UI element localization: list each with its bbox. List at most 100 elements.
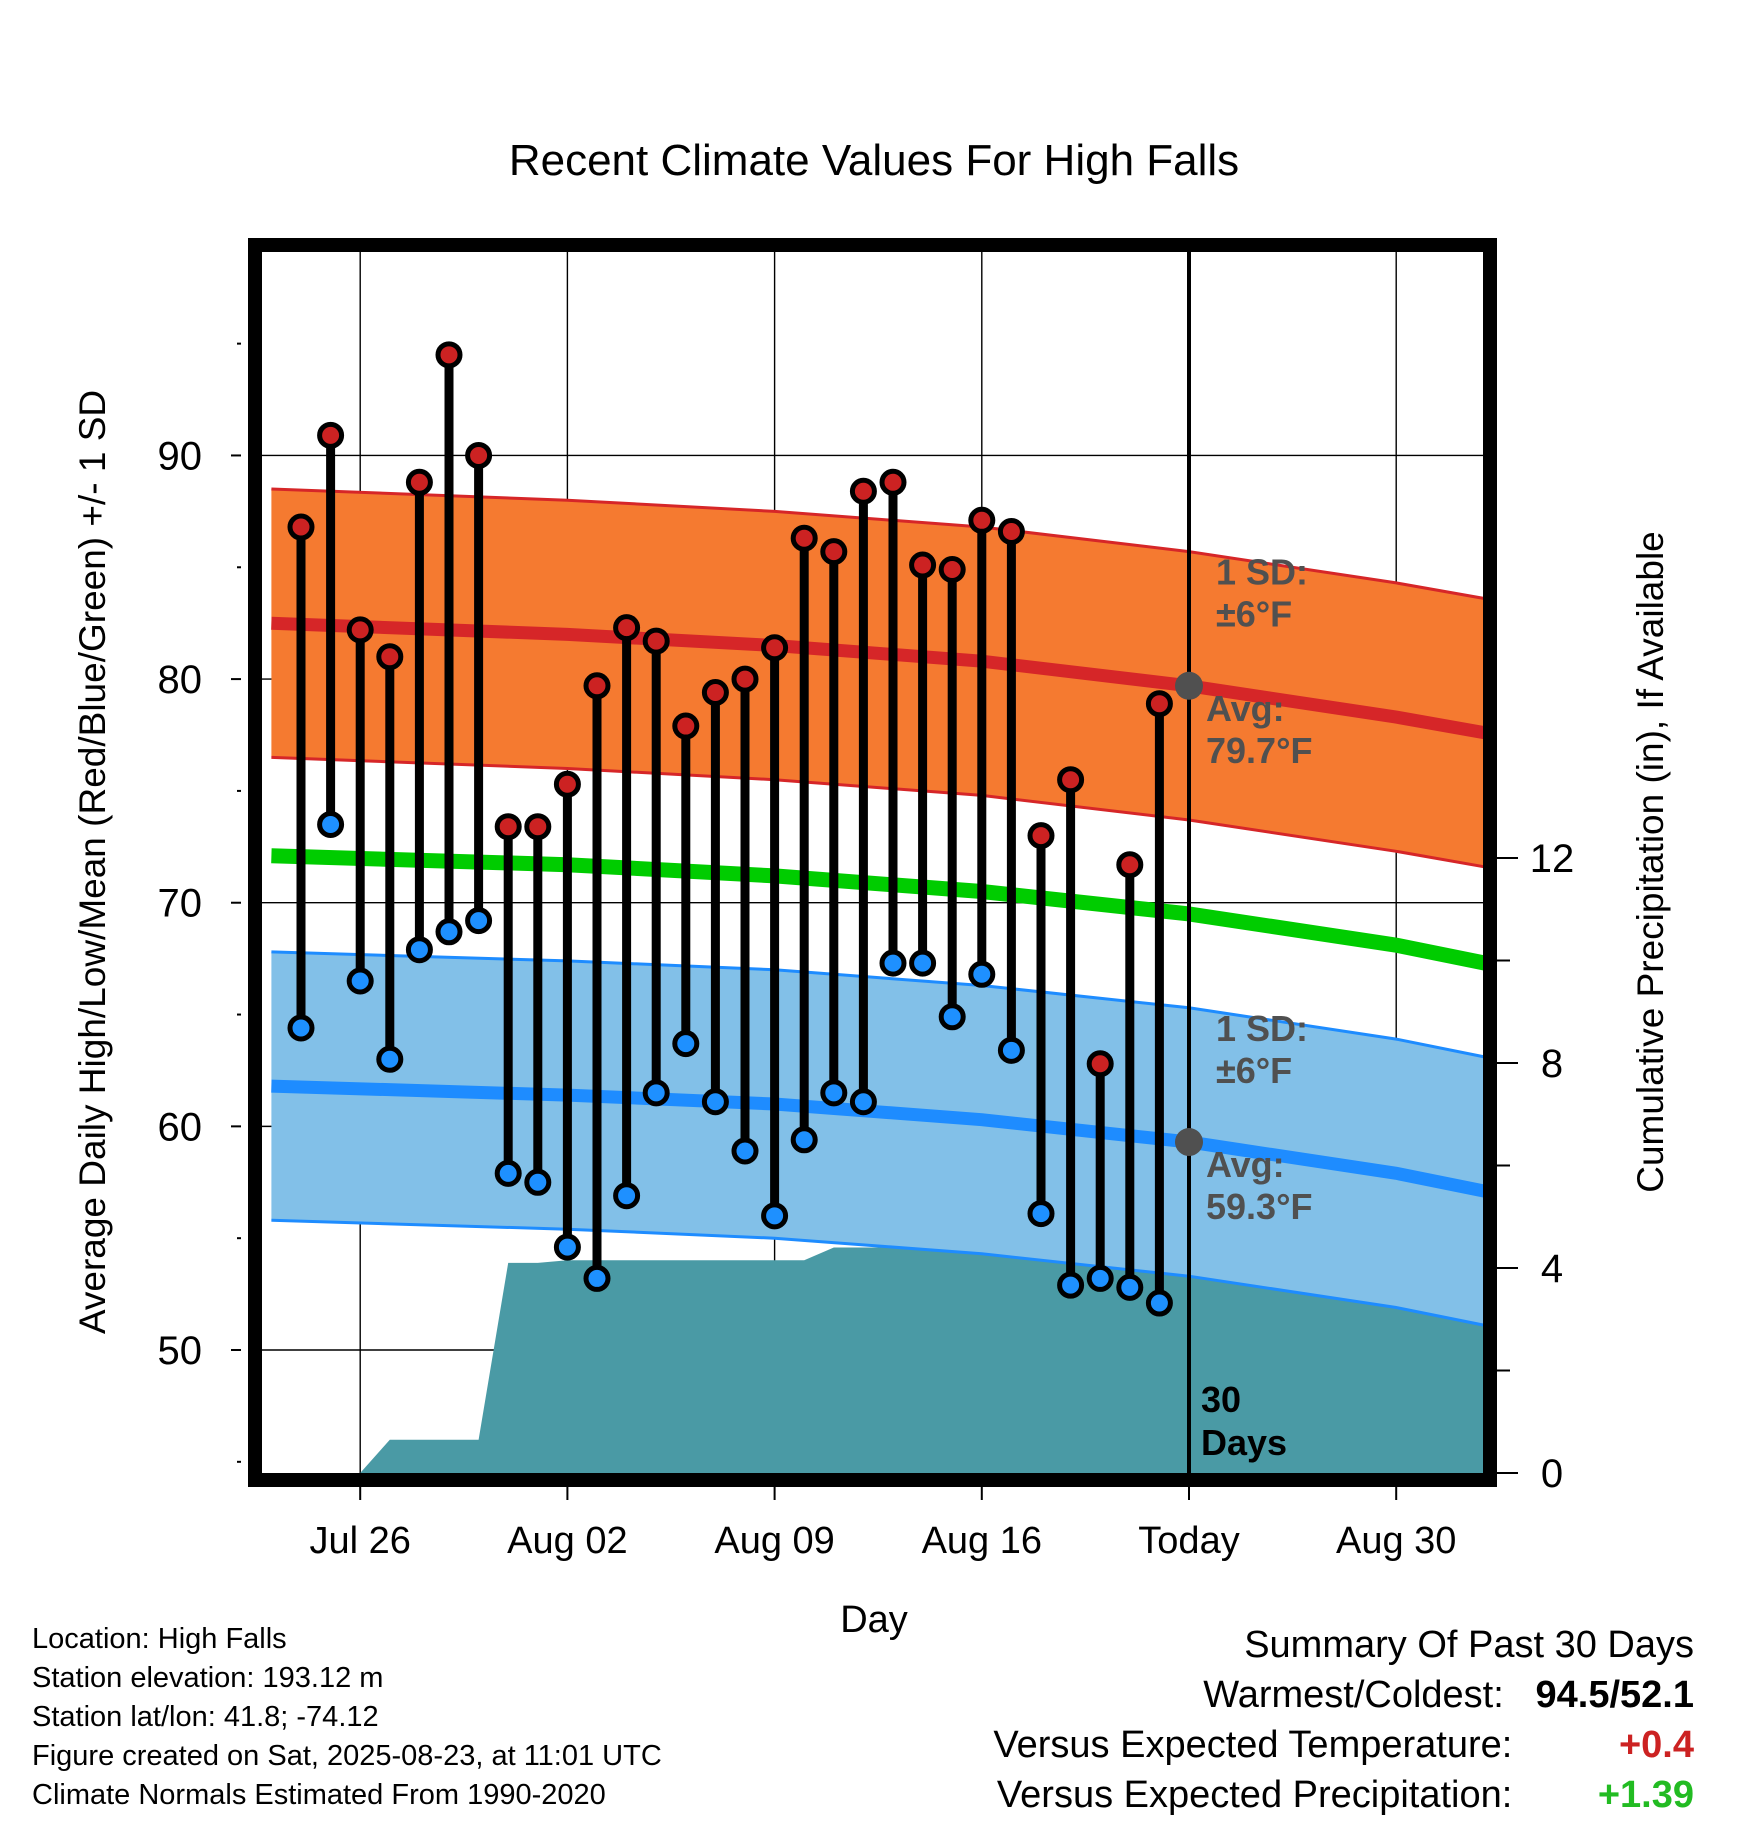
low-avg-label: Avg: [1206,1144,1285,1185]
daily-low-marker [287,1014,315,1042]
low-sd-label: 1 SD: [1216,1008,1308,1049]
high-avg-value: 79.7°F [1206,730,1312,771]
warm-cold-label: Warmest/Coldest: [1203,1674,1504,1716]
temp-vs-expected-label: Versus Expected Temperature: [993,1724,1513,1766]
daily-high-marker [435,341,463,369]
y-axis-label: Average Daily High/Low/Mean (Red/Blue/Gr… [72,390,113,1334]
daily-low-marker [1116,1273,1144,1301]
y-tick-label: 80 [158,658,203,702]
y2-tick-label: 12 [1530,837,1575,881]
x-tick-label: Aug 09 [714,1520,834,1562]
daily-low-marker [1086,1264,1114,1292]
precip-vs-expected-value: +1.39 [1597,1774,1694,1816]
summary-heading: Summary Of Past 30 Days [1244,1624,1694,1666]
daily-low-marker [761,1202,789,1230]
y-tick-label: 60 [158,1105,203,1149]
today-avg-low-marker [1175,1128,1203,1157]
high-sd-label: 1 SD: [1216,552,1308,593]
daily-low-marker [997,1036,1025,1064]
normal-low-sd-band [271,951,1484,1326]
daily-low-marker [1057,1271,1085,1299]
daily-high-marker [346,616,374,644]
normal-high-sd-band [271,489,1484,867]
daily-high-marker [613,614,641,642]
y2-tick-label: 8 [1541,1042,1563,1086]
y-tick-label: 50 [158,1329,203,1373]
temp-vs-expected-row: Versus Expected Temperature: +0.4 [993,1720,1694,1770]
daily-low-marker [583,1264,611,1292]
daily-high-marker [701,679,729,707]
daily-low-marker [1027,1200,1055,1228]
daily-low-marker [701,1088,729,1116]
daily-low-marker [968,960,996,988]
low-avg-value: 59.3°F [1206,1186,1312,1227]
warmest-value: 94.5 [1535,1674,1610,1716]
daily-low-marker [553,1233,581,1261]
daily-low-marker [346,967,374,995]
low-sd-value: ±6°F [1216,1050,1292,1091]
daily-high-marker [405,468,433,496]
y2-axis-label: Cumulative Precipitation (in), If Availa… [1630,531,1671,1193]
high-avg-label: Avg: [1206,688,1285,729]
daily-high-marker [1057,766,1085,794]
daily-low-marker [376,1045,404,1073]
daily-low-marker [849,1088,877,1116]
high-sd-value: ±6°F [1216,594,1292,635]
daily-high-marker [731,665,759,693]
daily-high-marker [1086,1050,1114,1078]
daily-high-marker [287,513,315,541]
daily-high-marker [1116,851,1144,879]
temp-vs-expected-value: +0.4 [1618,1724,1694,1766]
daily-high-marker [909,551,937,579]
daily-low-marker [405,936,433,964]
y2-tick-label: 0 [1541,1452,1563,1496]
daily-high-marker [465,441,493,469]
daily-high-marker [553,770,581,798]
daily-high-marker [583,672,611,700]
plot-frame [248,238,1497,1487]
x-tick-label: Aug 02 [507,1520,627,1562]
daily-low-marker [731,1137,759,1165]
daily-high-marker [642,627,670,655]
daily-low-marker [642,1079,670,1107]
y-tick-label: 70 [158,882,203,926]
daily-low-marker [524,1168,552,1196]
elevation-text: Station elevation: 193.12 m [32,1662,384,1694]
daily-high-marker [761,634,789,662]
daily-low-marker [465,907,493,935]
daily-high-marker [938,556,966,584]
daily-high-marker [790,524,818,552]
daily-low-marker [790,1126,818,1154]
daily-low-marker [1145,1289,1173,1317]
station-info: Location: High Falls Station elevation: … [32,1620,662,1815]
daily-high-marker [849,477,877,505]
daily-low-marker [435,918,463,946]
daily-low-marker [672,1030,700,1058]
x-tick-label: Today [1138,1520,1239,1562]
daily-high-marker [997,517,1025,545]
location-text: Location: High Falls [32,1623,287,1655]
daily-high-marker [1027,822,1055,850]
daily-high-marker [1145,690,1173,718]
daily-low-marker [494,1159,522,1187]
y-tick-label: 90 [158,434,203,478]
daily-high-marker [820,538,848,566]
created-text: Figure created on Sat, 2025-08-23, at 11… [32,1740,662,1772]
daily-high-marker [879,468,907,496]
window-days-unit: Days [1201,1422,1287,1463]
daily-low-marker [317,810,345,838]
daily-high-marker [494,813,522,841]
x-axis-label: Day [840,1599,908,1641]
axes: 50 60 70 80 90 0 4 8 12 Jul 26 Aug 02 Aug 09 Aug 16 T… [158,238,1575,1562]
coldest-value: 52.1 [1620,1674,1694,1716]
warm-cold-value: 94.5/52.1 [1535,1674,1695,1716]
summary-panel: Summary Of Past 30 Days Warmest/Coldest:… [993,1620,1694,1820]
chart-title: Recent Climate Values For High Falls [509,136,1239,185]
precip-vs-expected-row: Versus Expected Precipitation: +1.39 [993,1770,1694,1820]
daily-low-marker [613,1182,641,1210]
window-days-count: 30 [1201,1379,1241,1420]
daily-high-marker [524,813,552,841]
precip-vs-expected-label: Versus Expected Precipitation: [996,1774,1513,1816]
